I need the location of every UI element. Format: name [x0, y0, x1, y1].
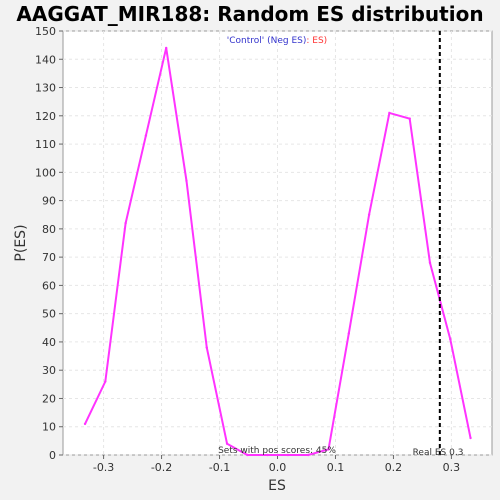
- y-tick-label: 90: [42, 195, 56, 208]
- data-point: [469, 436, 472, 440]
- y-tick-label: 60: [42, 279, 56, 292]
- y-tick-label: 20: [42, 392, 56, 405]
- pos-scores-annotation: Sets with pos scores: 45%: [218, 446, 336, 456]
- y-tick-label: 30: [42, 364, 56, 377]
- series-points: [83, 46, 472, 457]
- data-point: [388, 111, 391, 115]
- data-point: [225, 442, 229, 445]
- data-point: [428, 261, 432, 264]
- y-tick-label: 150: [35, 25, 56, 38]
- y-tick-label: 140: [35, 53, 56, 66]
- data-point: [144, 134, 148, 137]
- x-tick-label: -0.3: [93, 461, 114, 474]
- data-point: [185, 179, 188, 183]
- y-tick-label: 0: [49, 449, 56, 462]
- data-point: [408, 117, 411, 120]
- y-tick-label: 130: [35, 82, 56, 95]
- y-axis-label: P(ES): [13, 224, 29, 261]
- x-tick-label: -0.1: [209, 461, 230, 474]
- data-point: [449, 337, 452, 341]
- x-tick-label: 0.2: [385, 461, 403, 474]
- x-tick-label: 0.1: [327, 461, 345, 474]
- y-tick-label: 40: [42, 336, 56, 349]
- y-tick-label: 120: [35, 110, 56, 123]
- data-point: [124, 222, 127, 225]
- data-point: [104, 380, 107, 383]
- data-point: [164, 46, 168, 50]
- grid-lines: [63, 30, 492, 456]
- y-tick-label: 50: [42, 308, 56, 321]
- y-axis-ticks: 0 10 20 30 40 50 60 70 80 90 100 110 120 130 140 150: [35, 25, 63, 462]
- real-es-label: Real ES 0.3: [413, 448, 464, 458]
- x-axis-label: ES: [268, 478, 286, 494]
- y-tick-label: 80: [42, 223, 56, 236]
- x-tick-label: 0.3: [443, 461, 461, 474]
- data-point: [246, 453, 249, 457]
- data-point: [83, 422, 87, 426]
- y-tick-label: 100: [35, 166, 56, 179]
- x-tick-label: 0.0: [269, 461, 287, 474]
- x-tick-label: -0.2: [151, 461, 172, 474]
- legend-suffix: : ES): [306, 36, 327, 46]
- data-point: [327, 448, 330, 451]
- data-point: [286, 453, 290, 457]
- y-tick-label: 10: [42, 421, 56, 434]
- x-axis-ticks: -0.3 -0.2 -0.1 0.0 0.1 0.2 0.3: [93, 455, 460, 474]
- chart-title: AAGGAT_MIR188: Random ES distribution: [16, 2, 483, 26]
- y-tick-label: 110: [35, 138, 56, 151]
- data-point: [205, 346, 208, 349]
- legend: 'Control' (Neg ES): ES): [227, 36, 327, 46]
- y-tick-label: 70: [42, 251, 56, 264]
- data-point: [307, 453, 310, 457]
- data-point: [347, 332, 351, 335]
- series-line: [84, 47, 472, 456]
- legend-prefix: 'Control' (Neg ES): [227, 36, 307, 46]
- data-point: [266, 453, 269, 457]
- data-point: [367, 213, 371, 216]
